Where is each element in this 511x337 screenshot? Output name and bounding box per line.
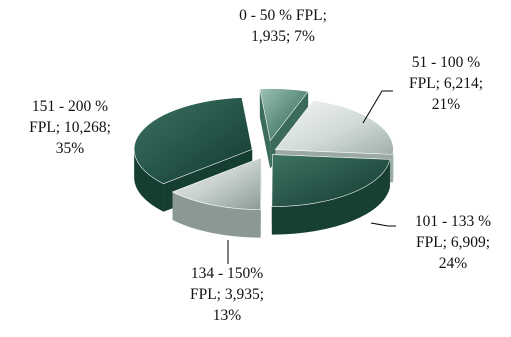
slice-label-1-line-1: 0 - 50 % FPL; [239, 7, 327, 24]
slice-label-3: 101 - 133 % FPL; 6,909; 24% [415, 213, 491, 272]
slice-label-5-line-1: 151 - 200 % [32, 98, 108, 115]
slice-label-5-line-2: FPL; 10,268; [29, 119, 111, 136]
leader-line-3 [371, 223, 396, 226]
slice-label-1-line-2: 1,935; 7% [251, 28, 315, 45]
slice-label-3-line-2: FPL; 6,909; [416, 234, 490, 251]
slice-label-4-line-3: 13% [213, 307, 242, 324]
slice-label-4-line-1: 134 - 150% [191, 265, 263, 282]
slice-label-3-line-1: 101 - 133 % [415, 213, 491, 230]
slice-label-5: 151 - 200 % FPL; 10,268; 35% [29, 98, 111, 157]
slice-label-2-line-1: 51 - 100 % [412, 54, 481, 71]
slice-label-2-line-2: FPL; 6,214; [409, 75, 483, 92]
slice-label-5-line-3: 35% [56, 140, 85, 157]
slice-label-2-line-3: 21% [432, 96, 461, 113]
slice-label-4-line-2: FPL; 3,935; [190, 286, 264, 303]
slice-label-3-line-3: 24% [439, 255, 468, 272]
slice-label-4: 134 - 150% FPL; 3,935; 13% [190, 265, 264, 324]
slice-label-2: 51 - 100 % FPL; 6,214; 21% [409, 54, 483, 113]
slice-label-1: 0 - 50 % FPL; 1,935; 7% [239, 7, 327, 45]
